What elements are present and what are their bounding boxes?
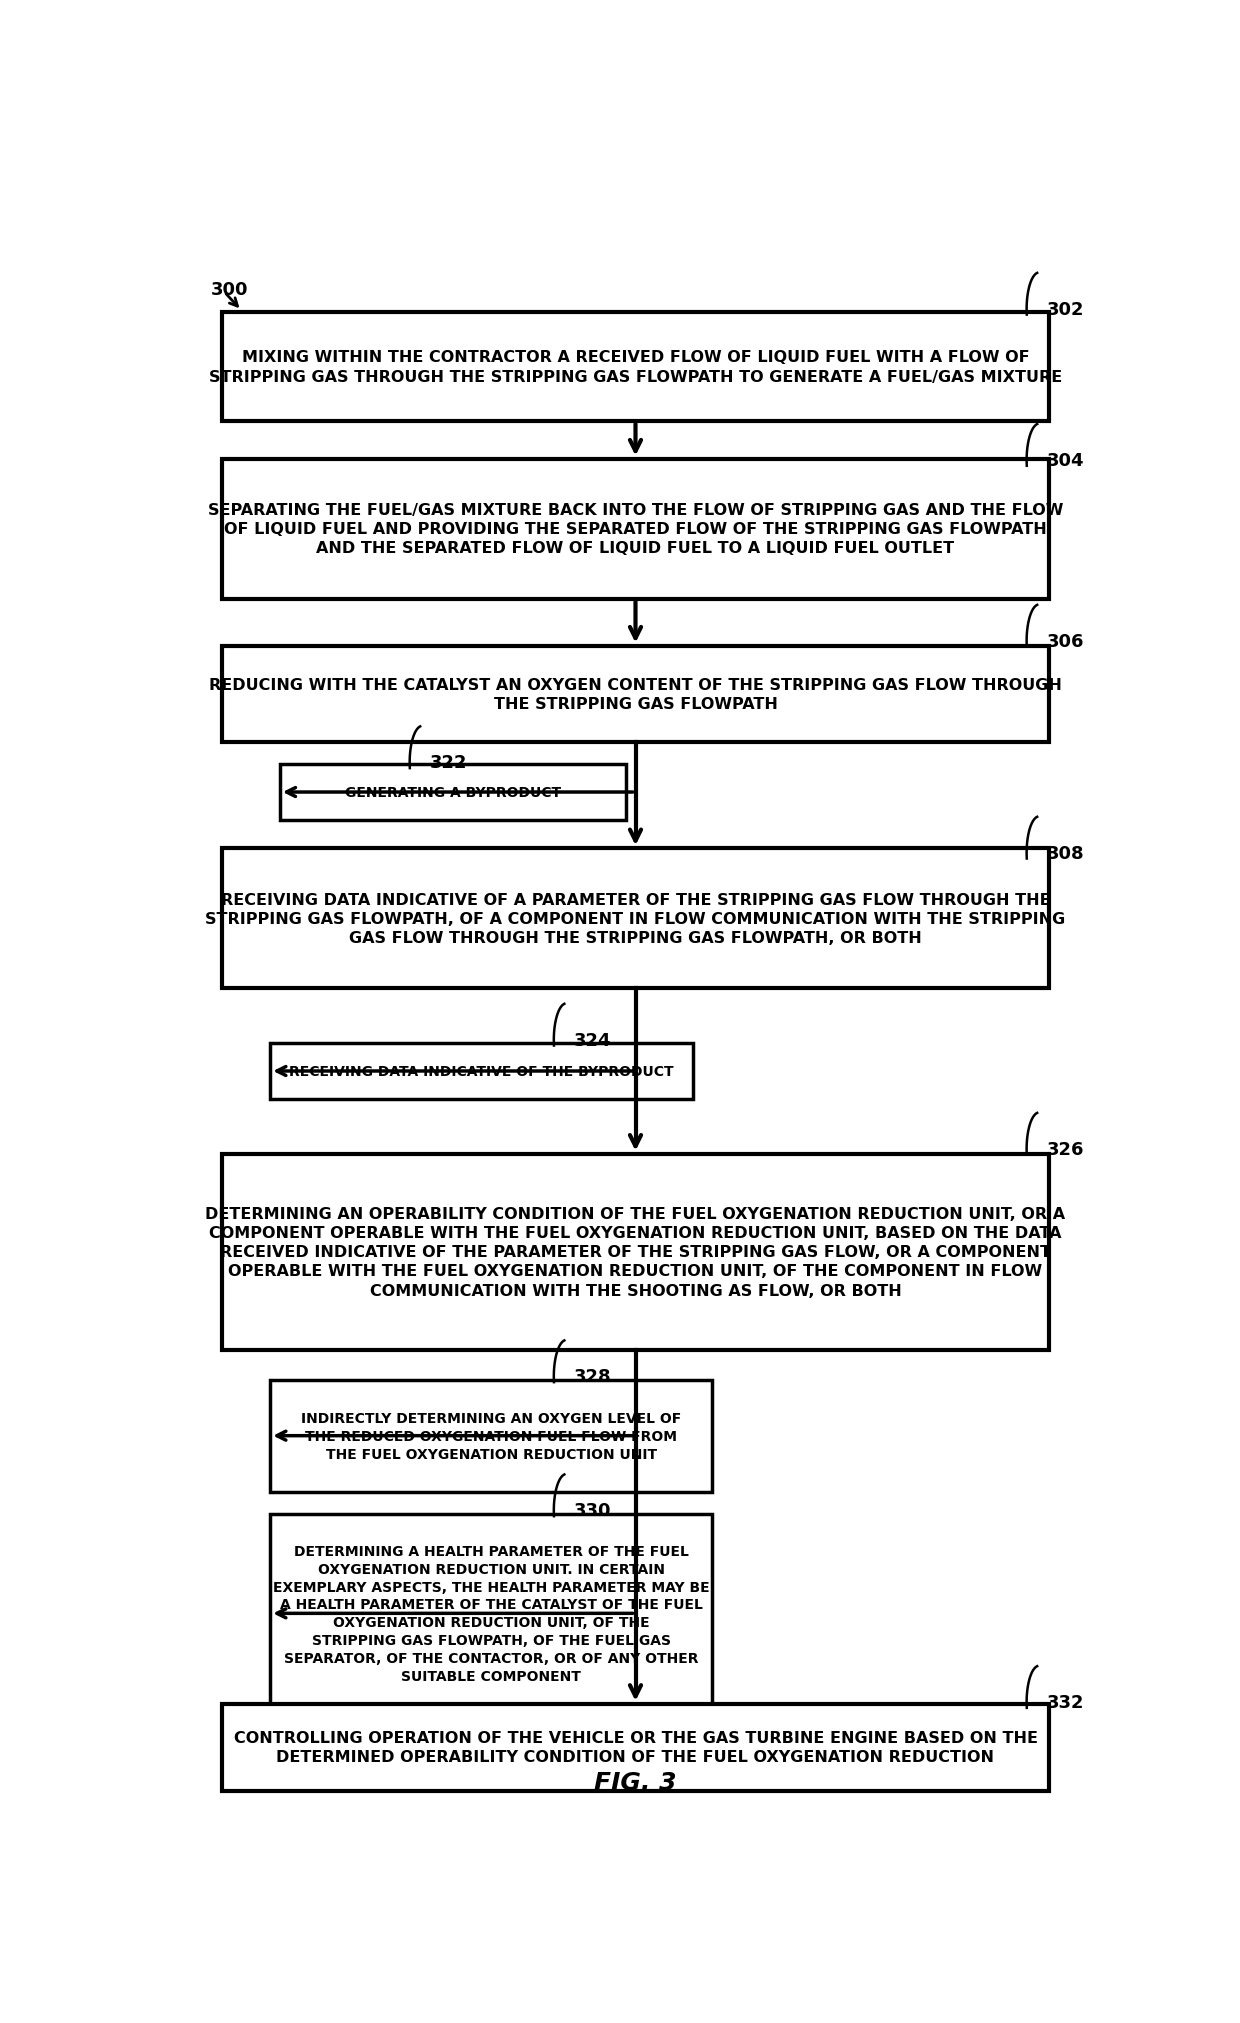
Text: 330: 330 (574, 1501, 611, 1519)
Text: REDUCING WITH THE CATALYST AN OXYGEN CONTENT OF THE STRIPPING GAS FLOW THROUGH
T: REDUCING WITH THE CATALYST AN OXYGEN CON… (210, 678, 1061, 712)
Text: CONTROLLING OPERATION OF THE VEHICLE OR THE GAS TURBINE ENGINE BASED ON THE
DETE: CONTROLLING OPERATION OF THE VEHICLE OR … (233, 1730, 1038, 1764)
Text: 300: 300 (211, 281, 248, 299)
Bar (222, 645, 1049, 742)
Text: DETERMINING AN OPERABILITY CONDITION OF THE FUEL OXYGENATION REDUCTION UNIT, OR : DETERMINING AN OPERABILITY CONDITION OF … (206, 1206, 1065, 1299)
Bar (222, 850, 1049, 989)
Text: GENERATING A BYPRODUCT: GENERATING A BYPRODUCT (345, 785, 560, 799)
Bar (222, 1153, 1049, 1349)
Bar (270, 1513, 712, 1713)
Text: 326: 326 (1047, 1141, 1084, 1159)
Bar (222, 1703, 1049, 1790)
Text: RECEIVING DATA INDICATIVE OF THE BYPRODUCT: RECEIVING DATA INDICATIVE OF THE BYPRODU… (289, 1064, 675, 1078)
Bar (270, 1044, 693, 1098)
Text: 328: 328 (574, 1368, 611, 1386)
Text: 306: 306 (1047, 633, 1084, 651)
Text: 322: 322 (430, 755, 467, 773)
Text: 302: 302 (1047, 301, 1084, 320)
Bar (280, 765, 626, 821)
Text: DETERMINING A HEALTH PARAMETER OF THE FUEL
OXYGENATION REDUCTION UNIT. IN CERTAI: DETERMINING A HEALTH PARAMETER OF THE FU… (273, 1544, 709, 1683)
Bar (270, 1380, 712, 1493)
Text: RECEIVING DATA INDICATIVE OF A PARAMETER OF THE STRIPPING GAS FLOW THROUGH THE
S: RECEIVING DATA INDICATIVE OF A PARAMETER… (206, 892, 1065, 945)
Text: 332: 332 (1047, 1693, 1084, 1711)
Text: INDIRECTLY DETERMINING AN OXYGEN LEVEL OF
THE REDUCED OXYGENATION FUEL FLOW FROM: INDIRECTLY DETERMINING AN OXYGEN LEVEL O… (301, 1412, 682, 1461)
Text: 324: 324 (574, 1032, 611, 1050)
Text: 308: 308 (1047, 844, 1085, 862)
Text: 304: 304 (1047, 451, 1084, 469)
Text: SEPARATING THE FUEL/GAS MIXTURE BACK INTO THE FLOW OF STRIPPING GAS AND THE FLOW: SEPARATING THE FUEL/GAS MIXTURE BACK INT… (208, 502, 1063, 556)
Text: MIXING WITHIN THE CONTRACTOR A RECEIVED FLOW OF LIQUID FUEL WITH A FLOW OF
STRIP: MIXING WITHIN THE CONTRACTOR A RECEIVED … (208, 350, 1063, 384)
Bar (222, 459, 1049, 599)
Bar (222, 314, 1049, 423)
Text: FIG. 3: FIG. 3 (594, 1770, 677, 1794)
